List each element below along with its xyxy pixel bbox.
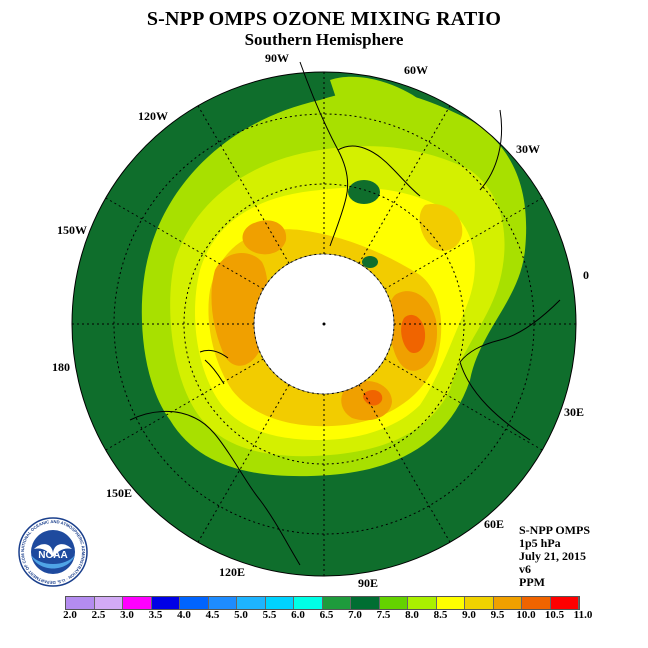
- meridians: [72, 72, 576, 576]
- contour-90-ne: [419, 204, 463, 251]
- australia-coast: [129, 410, 301, 566]
- colorbar-tick-label: 6.0: [291, 609, 305, 621]
- colorbar-swatch: [94, 597, 123, 609]
- lon-label-150w: 150W: [57, 223, 87, 237]
- colorbar-tick-label: 4.0: [177, 609, 191, 621]
- colorbar-tick-label: 4.5: [205, 609, 220, 621]
- lon-label-150e: 150E: [106, 486, 133, 500]
- colorbar-swatch: [123, 597, 152, 609]
- info-version: v6: [519, 562, 531, 576]
- info-level: 1p5 hPa: [519, 536, 561, 550]
- island-70-atlantic: [348, 180, 380, 204]
- colorbar-swatch: [208, 597, 237, 609]
- lon-label-90w: 90W: [265, 51, 289, 65]
- lon-label-60e: 60E: [484, 517, 505, 531]
- colorbar-swatch: [151, 597, 180, 609]
- colorbar-tick-label: 8.0: [405, 609, 419, 621]
- colorbar-swatch: [237, 597, 266, 609]
- colorbar-swatch: [522, 597, 551, 609]
- colorbar-tick-label: 3.5: [148, 609, 163, 621]
- map-outline: [71, 71, 577, 577]
- lon-label-0: 0: [583, 268, 589, 282]
- contour-95-nw: [242, 220, 287, 255]
- meridian-line: [384, 358, 543, 451]
- coastlines: [129, 61, 561, 566]
- colorbar-tick-label: 10.0: [516, 609, 536, 621]
- colorbar-tick-label: 11.0: [573, 609, 593, 621]
- product-info: S-NPP OMPS 1p5 hPa July 21, 2015 v6 PPM: [519, 524, 590, 589]
- colorbar-tick-label: 8.5: [433, 609, 448, 621]
- lon-label-30e: 30E: [564, 405, 585, 419]
- lon-label-120w: 120W: [138, 109, 168, 123]
- south-america-coast: [299, 61, 421, 247]
- colorbar-swatch: [66, 597, 95, 609]
- colorbar-swatch: [493, 597, 522, 609]
- colorbar-swatch: [408, 597, 437, 609]
- map-title: S-NPP OMPS OZONE MIXING RATIO: [146, 8, 502, 30]
- info-instrument: S-NPP OMPS: [519, 523, 590, 537]
- colorbar-ticks: 2.0 2.5 3.0 3.5 4.0 4.5 5.0 5.5 6.0 6.5 7.0 7.5 8.0 8…: [55, 609, 615, 623]
- island-70-small: [362, 256, 378, 268]
- lon-label-120e: 120E: [219, 565, 246, 579]
- colorbar-swatch: [465, 597, 494, 609]
- colorbar-swatch: [351, 597, 380, 609]
- colorbar-swatch: [180, 597, 209, 609]
- svg-text:NOAA: NOAA: [38, 550, 67, 561]
- lon-label-180: 180: [52, 360, 70, 374]
- colorbar-tick-label: 2.0: [63, 609, 77, 621]
- meridian-line: [105, 358, 264, 451]
- contour-95-west: [211, 252, 268, 366]
- lon-label-90e: 90E: [358, 576, 379, 590]
- colorbar-tick-label: 5.0: [234, 609, 248, 621]
- meridian-line: [358, 105, 451, 264]
- colorbar-swatch: [379, 597, 408, 609]
- contour-75-north: [330, 76, 420, 110]
- contour-100-south: [363, 389, 383, 406]
- colorbar-tick-label: 10.5: [544, 609, 565, 621]
- colorbar-tick-label: 6.5: [319, 609, 334, 621]
- colorbar: [65, 596, 580, 610]
- map-subtitle: Southern Hemisphere: [244, 30, 404, 49]
- colorbar-swatch: [294, 597, 323, 609]
- pole-marker: [322, 322, 326, 326]
- colorbar-swatch: [265, 597, 294, 609]
- colorbar-tick-label: 9.0: [462, 609, 476, 621]
- colorbar-tick-label: 9.5: [490, 609, 505, 621]
- meridian-line: [197, 384, 290, 543]
- colorbar-tick-label: 7.0: [348, 609, 362, 621]
- colorbar-tick-label: 3.0: [120, 609, 134, 621]
- lon-label-30w: 30W: [516, 142, 540, 156]
- colorbar-swatch: [550, 597, 579, 609]
- meridian-line: [105, 197, 264, 290]
- meridian-line: [358, 384, 451, 543]
- noaa-logo: NATIONAL OCEANIC AND ATMOSPHERIC ADMINIS…: [18, 517, 88, 587]
- info-date: July 21, 2015: [519, 549, 587, 563]
- colorbar-tick-label: 2.5: [91, 609, 106, 621]
- meridian-line: [384, 197, 543, 290]
- colorbar-tick-label: 5.5: [262, 609, 277, 621]
- new-zealand-coast: [199, 349, 229, 385]
- colorbar-tick-label: 7.5: [376, 609, 391, 621]
- africa-coast: [459, 109, 561, 441]
- info-units: PPM: [519, 575, 545, 589]
- colorbar-swatch: [436, 597, 465, 609]
- meridian-line: [197, 105, 290, 264]
- lon-label-60w: 60W: [404, 63, 428, 77]
- colorbar-swatch: [322, 597, 351, 609]
